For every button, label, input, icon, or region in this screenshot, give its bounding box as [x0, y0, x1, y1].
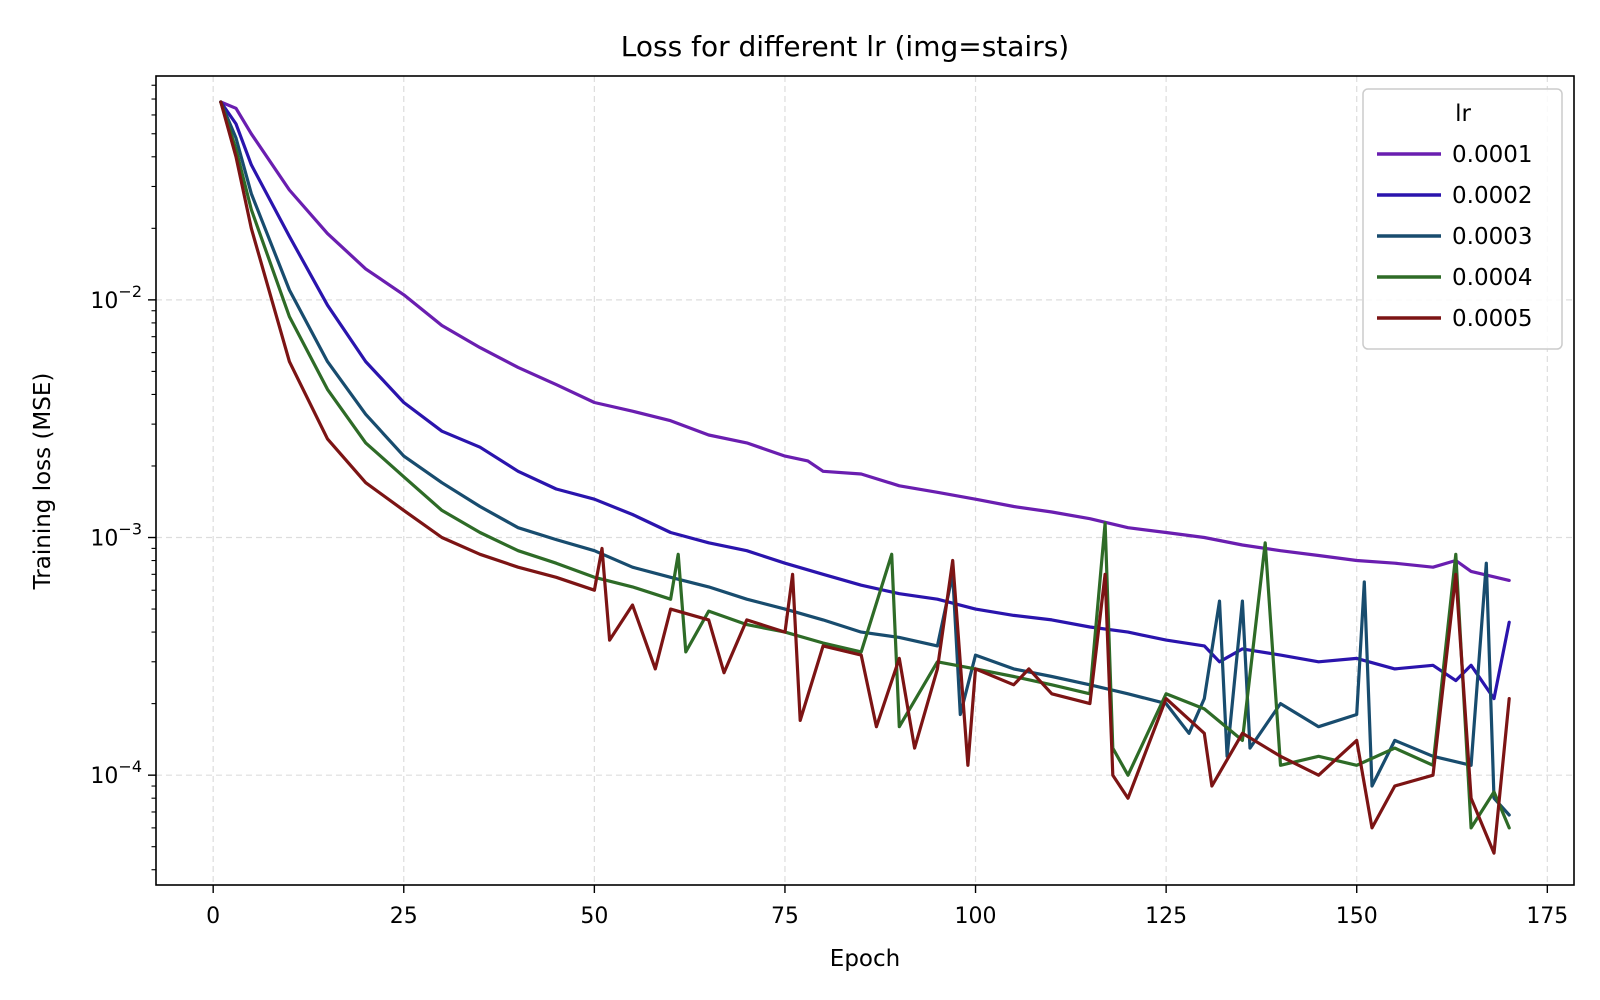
- x-tick-label: 75: [771, 904, 799, 929]
- x-tick-label: 150: [1336, 904, 1378, 929]
- y-tick-label-exponent: −2: [118, 282, 142, 301]
- y-tick-label-exponent: −4: [118, 757, 142, 776]
- series-line-0.0003: [219, 100, 1511, 817]
- y-tick-label-base: 10: [90, 764, 118, 789]
- series-lines: [219, 100, 1511, 855]
- y-tick-label: 10−4: [90, 757, 142, 789]
- y-tick-label-base: 10: [90, 527, 118, 552]
- y-tick-label-base: 10: [90, 289, 118, 314]
- y-tick-label: 10−3: [90, 520, 142, 552]
- x-axis: 0 25 50 75 100 125 150 175: [206, 885, 1568, 929]
- x-tick-label: 125: [1145, 904, 1187, 929]
- series-line-0.0004: [219, 100, 1511, 830]
- legend-title: lr: [1455, 101, 1471, 127]
- series-line-0.0002: [219, 100, 1511, 701]
- legend-label: 0.0002: [1452, 183, 1532, 209]
- y-axis: 10−410−310−2: [90, 84, 156, 871]
- x-tick-label: 50: [580, 904, 608, 929]
- y-tick-label-exponent: −3: [118, 520, 142, 539]
- series-line-0.0005: [219, 100, 1511, 855]
- x-tick-label: 25: [390, 904, 418, 929]
- legend-label: 0.0004: [1452, 265, 1532, 291]
- plot-frame: [155, 75, 1575, 886]
- x-tick-label: 100: [955, 904, 997, 929]
- legend-label: 0.0005: [1452, 306, 1532, 332]
- x-tick-label: 175: [1526, 904, 1568, 929]
- legend-items: 0.0001 0.0002 0.0003 0.0004 0.0005: [1377, 142, 1532, 332]
- series-line-0.0001: [219, 100, 1511, 582]
- x-tick-label: 0: [206, 904, 220, 929]
- legend-label: 0.0003: [1452, 224, 1532, 250]
- x-axis-label: Epoch: [830, 946, 900, 972]
- y-axis-label: Training loss (MSE): [30, 373, 56, 591]
- chart-title: Loss for different lr (img=stairs): [621, 30, 1069, 63]
- legend: lr 0.0001 0.0002 0.0003 0.0004 0.0005: [1362, 88, 1563, 350]
- legend-label: 0.0001: [1452, 142, 1532, 168]
- y-tick-label: 10−2: [90, 282, 142, 314]
